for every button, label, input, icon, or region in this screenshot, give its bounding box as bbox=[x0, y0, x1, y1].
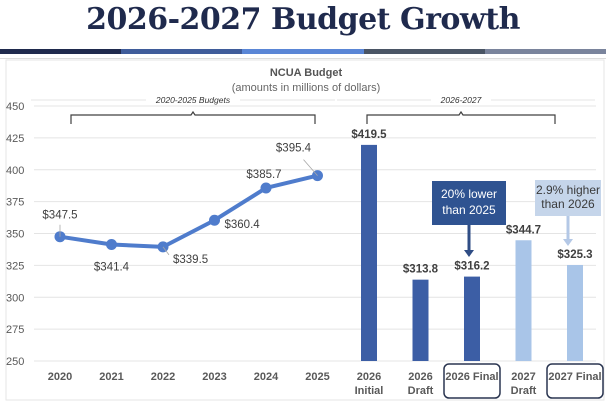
page-title: 2026-2027 Budget Growth bbox=[86, 2, 520, 37]
y-tick-label: 325 bbox=[6, 260, 24, 272]
bar-data-label: $316.2 bbox=[454, 261, 489, 273]
callout-text: than 2025 bbox=[442, 203, 496, 217]
brace-label: 2026-2027 bbox=[440, 95, 482, 105]
y-tick-label: 375 bbox=[6, 197, 24, 209]
x-tick-label: 2025 bbox=[305, 371, 329, 383]
line-data-label: $360.4 bbox=[225, 219, 261, 231]
highlight-box bbox=[546, 363, 604, 399]
x-tick-label: 2027 bbox=[511, 371, 535, 383]
bar bbox=[412, 279, 429, 361]
line-data-label: $395.4 bbox=[276, 143, 312, 155]
bar-data-label: $344.7 bbox=[506, 224, 541, 236]
bar bbox=[515, 240, 532, 361]
x-tick-label: Draft bbox=[408, 385, 434, 397]
chart-subtitle: (amounts in millions of dollars) bbox=[232, 82, 381, 94]
x-tick-label: 2026 bbox=[357, 371, 381, 383]
arrow-down-icon bbox=[464, 250, 474, 257]
x-tick-label: 2023 bbox=[202, 371, 226, 383]
x-tick-label: 2022 bbox=[151, 371, 175, 383]
x-axis: 2020 2021 2022 2023 2024 2025 2026 Initial 2026 D… bbox=[48, 363, 604, 399]
stripe-segment bbox=[484, 49, 606, 54]
bar-data-label: $419.5 bbox=[351, 129, 387, 141]
x-tick-label: 2026 bbox=[408, 371, 432, 383]
line-data-label: $341.4 bbox=[94, 261, 130, 273]
stripe-segment bbox=[0, 49, 122, 54]
callout-text: 2.9% higher bbox=[536, 183, 600, 197]
y-tick-label: 425 bbox=[6, 133, 24, 145]
line-marker bbox=[106, 238, 117, 250]
brace bbox=[366, 110, 556, 124]
x-tick-label: 2020 bbox=[48, 371, 72, 383]
bar bbox=[361, 144, 377, 361]
stripe-segment bbox=[121, 49, 244, 54]
y-tick-label: 400 bbox=[6, 165, 24, 177]
x-tick-label: 2026 Final bbox=[445, 371, 498, 383]
chart-frame bbox=[5, 59, 605, 401]
bar bbox=[567, 264, 583, 361]
y-axis: 450 425 400 375 350 325 300 275 250 bbox=[6, 101, 24, 368]
line-data-label: $339.5 bbox=[173, 254, 208, 266]
callout-box bbox=[535, 180, 601, 216]
label-leader bbox=[303, 159, 318, 176]
line-data-label: $347.5 bbox=[42, 210, 77, 222]
bar bbox=[464, 276, 480, 361]
callout-text: than 2026 bbox=[541, 197, 595, 211]
brace bbox=[70, 110, 316, 124]
x-tick-label: Initial bbox=[355, 385, 384, 397]
bar-data-label: $325.3 bbox=[557, 249, 592, 261]
line-series: $347.5 $341.4 $339.5 $360.4 $385.7 $395.4 bbox=[42, 143, 323, 273]
x-tick-label: 2027 Final bbox=[548, 371, 601, 383]
arrow-down-icon bbox=[563, 239, 573, 246]
stripe-segment bbox=[242, 49, 365, 54]
x-tick-label: 2024 bbox=[254, 371, 279, 383]
line-path bbox=[59, 173, 318, 249]
y-tick-label: 275 bbox=[6, 324, 24, 336]
period-braces: 2020-2025 Budgets 2026-2027 bbox=[31, 95, 595, 124]
y-tick-label: 300 bbox=[6, 292, 24, 304]
line-marker bbox=[209, 214, 220, 226]
y-tick-label: 250 bbox=[6, 356, 24, 368]
callout-text: 20% lower bbox=[441, 187, 497, 201]
highlight-box bbox=[443, 363, 501, 399]
bar-data-label: $313.8 bbox=[403, 264, 439, 276]
bar-series: $419.5 $313.8 $316.2 $344.7 $325.3 bbox=[351, 129, 593, 361]
brace-label: 2020-2025 Budgets bbox=[155, 95, 231, 105]
line-marker bbox=[260, 182, 272, 194]
callout-box bbox=[432, 181, 506, 225]
header-divider bbox=[0, 58, 606, 59]
chart-title: NCUA Budget bbox=[270, 67, 343, 79]
x-tick-label: 2021 bbox=[99, 371, 123, 383]
y-tick-label: 450 bbox=[6, 101, 24, 113]
label-leader bbox=[162, 246, 170, 256]
line-data-label: $385.7 bbox=[246, 169, 281, 181]
x-tick-label: Draft bbox=[511, 385, 537, 397]
y-tick-label: 350 bbox=[6, 229, 24, 241]
stripe-segment bbox=[363, 49, 486, 54]
